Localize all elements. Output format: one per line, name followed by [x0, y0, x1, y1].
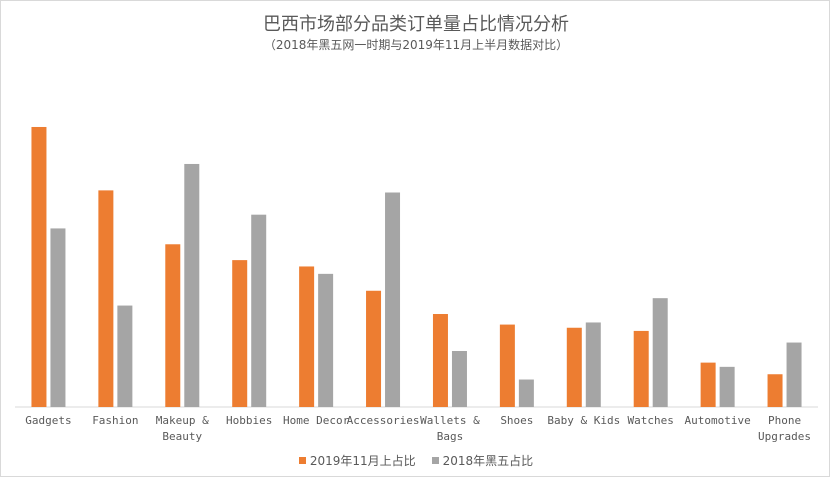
bar-2018-2	[184, 163, 200, 407]
bar-2019-3	[232, 260, 248, 407]
chart-subtitle: （2018年黑五网一时期与2019年11月上半月数据对比）	[263, 38, 569, 52]
legend-swatch-2019	[298, 457, 306, 464]
category-label-6: Wallets &	[420, 414, 480, 427]
category-label-9: Watches	[628, 414, 674, 427]
bar-2018-7	[518, 379, 534, 407]
bar-2019-2	[165, 244, 181, 407]
legend-item-2018: 2018年黑五占比	[431, 452, 534, 469]
legend-label-2019: 2019年11月上占比	[309, 454, 416, 468]
chart-legend: 2019年11月上占比 2018年黑五占比	[0, 452, 832, 469]
category-label-7: Shoes	[500, 414, 533, 427]
legend-item-2019: 2019年11月上占比	[298, 452, 416, 469]
bar-2019-5	[366, 290, 382, 407]
category-label-11: Upgrades	[758, 430, 811, 443]
bar-2018-4	[318, 273, 334, 407]
bar-2019-0	[31, 126, 47, 407]
category-label-5: Accessories	[347, 414, 420, 427]
bar-2018-3	[251, 214, 267, 407]
legend-swatch-2018	[431, 457, 439, 464]
chart-title: 巴西市场部分品类订单量占比情况分析	[263, 14, 569, 35]
legend-label-2018: 2018年黑五占比	[442, 454, 534, 468]
bar-2018-0	[50, 228, 66, 407]
category-label-11: Phone	[768, 414, 801, 427]
bar-2019-1	[98, 190, 114, 407]
bar-2018-9	[652, 298, 668, 407]
bar-2018-6	[451, 350, 467, 407]
bar-2019-6	[432, 314, 448, 407]
category-label-1: Fashion	[92, 414, 138, 427]
bar-2019-8	[566, 327, 582, 407]
bar-2018-11	[786, 342, 802, 407]
bar-2018-5	[385, 192, 401, 407]
category-label-10: Automotive	[685, 414, 751, 427]
bar-2018-10	[719, 366, 735, 407]
category-label-2: Beauty	[162, 430, 202, 443]
bar-2019-11	[767, 374, 783, 407]
bar-2019-10	[700, 362, 716, 407]
bar-2018-8	[585, 322, 601, 407]
category-label-6: Bags	[437, 430, 464, 443]
category-label-8: Baby & Kids	[547, 414, 620, 427]
bar-2018-1	[117, 305, 133, 407]
category-label-0: Gadgets	[25, 414, 71, 427]
category-label-4: Home Decor	[283, 414, 350, 427]
category-label-3: Hobbies	[226, 414, 272, 427]
category-label-2: Makeup &	[156, 414, 209, 427]
bar-2019-9	[633, 330, 649, 407]
bar-2019-4	[299, 266, 315, 407]
bar-2019-7	[499, 324, 515, 407]
